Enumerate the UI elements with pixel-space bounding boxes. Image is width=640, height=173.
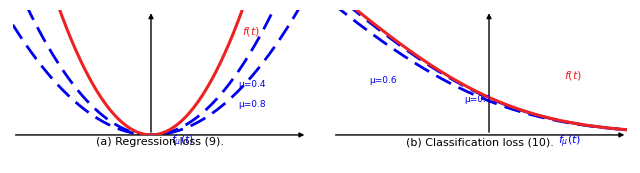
Text: (b) Classification loss (10).: (b) Classification loss (10). (406, 137, 554, 147)
Text: μ=0.4: μ=0.4 (238, 80, 266, 89)
Text: $f_\mu(t)$: $f_\mu(t)$ (171, 134, 194, 151)
Text: (a) Regression loss (9).: (a) Regression loss (9). (96, 137, 224, 147)
Text: $f(t)$: $f(t)$ (564, 69, 582, 82)
Text: $f_\mu(t)$: $f_\mu(t)$ (559, 134, 582, 151)
Text: μ=0.8: μ=0.8 (238, 100, 266, 109)
Text: μ=0.6: μ=0.6 (369, 76, 396, 85)
Text: μ=0.1: μ=0.1 (464, 95, 492, 104)
Text: $f(t)$: $f(t)$ (243, 25, 260, 38)
